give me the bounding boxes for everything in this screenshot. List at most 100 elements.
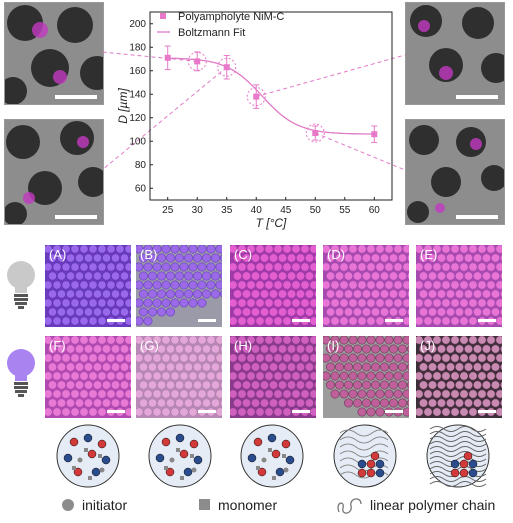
particle (139, 380, 148, 390)
particle (389, 344, 399, 354)
particle (115, 389, 125, 399)
particle (79, 371, 89, 381)
particle (314, 254, 316, 262)
particle (74, 289, 84, 299)
ion-particle (179, 449, 189, 459)
particle (459, 389, 469, 399)
particle (436, 380, 446, 390)
polymer-chain-label: linear polymer chain (370, 497, 496, 513)
monomer-particle (180, 476, 184, 480)
particle (282, 280, 292, 290)
particle (255, 298, 265, 308)
particle (192, 362, 202, 372)
scale-bar (107, 410, 125, 413)
particle (188, 407, 198, 417)
particle (74, 380, 84, 390)
particle (101, 344, 111, 354)
particle (305, 362, 315, 372)
particle (423, 245, 433, 254)
particle (136, 389, 144, 399)
particle (357, 298, 367, 308)
particle (233, 307, 242, 317)
particle (48, 271, 57, 281)
micrograph-top-left-art (5, 3, 103, 104)
particle (495, 371, 502, 381)
particle (296, 398, 306, 408)
ion-particle (468, 468, 478, 478)
particle (500, 381, 502, 389)
ion-particle (189, 439, 199, 449)
particle (74, 398, 84, 408)
particle (88, 245, 98, 254)
particle (88, 371, 98, 381)
particle (129, 345, 131, 353)
particle (79, 336, 89, 345)
particle (323, 245, 331, 254)
particle (183, 380, 193, 390)
particle (300, 262, 310, 272)
particle (246, 316, 256, 326)
particle (436, 398, 446, 408)
particle (45, 389, 53, 399)
particle (407, 308, 409, 316)
ion-particle (375, 459, 385, 469)
particle (57, 398, 66, 408)
particle (233, 289, 242, 299)
particle (197, 298, 207, 308)
particle (115, 280, 125, 290)
data-points (164, 45, 378, 143)
ion-particle (161, 437, 171, 447)
particle (416, 389, 424, 399)
particle (326, 344, 335, 354)
particle (402, 389, 409, 399)
particle (468, 280, 478, 290)
particle (220, 363, 222, 371)
particle (384, 353, 394, 363)
particle (92, 289, 102, 299)
particle (432, 389, 442, 399)
particle (174, 344, 184, 354)
scale-bar (107, 319, 125, 322)
particle (291, 389, 301, 399)
particle (357, 353, 367, 363)
particle (305, 344, 315, 354)
particle (259, 253, 269, 263)
particle (357, 407, 367, 417)
particle (48, 362, 57, 372)
particle (255, 336, 265, 345)
particle (197, 353, 207, 363)
particle (398, 289, 408, 299)
particle (148, 380, 157, 390)
micrograph-tile: (F) (45, 336, 131, 418)
particle (407, 290, 409, 298)
particle (286, 344, 296, 354)
particle (445, 344, 455, 354)
particle (379, 289, 389, 299)
particle (361, 253, 371, 263)
particle (156, 362, 166, 372)
particle (61, 245, 71, 254)
particle (343, 398, 353, 408)
particle (136, 336, 144, 345)
particle (273, 262, 283, 272)
initiator-particle (169, 457, 175, 463)
particle (115, 245, 125, 254)
particle (230, 316, 238, 326)
particle (477, 353, 487, 363)
particle (482, 271, 492, 281)
particle (314, 345, 316, 353)
particle (423, 407, 433, 417)
particle (115, 336, 125, 345)
particle (268, 253, 278, 263)
particle (152, 245, 162, 254)
particle (111, 362, 121, 372)
scale-bar (292, 319, 310, 322)
particle (165, 253, 175, 263)
particle (250, 344, 260, 354)
particle (366, 389, 376, 399)
tile-label: (H) (234, 338, 253, 353)
particle (115, 371, 125, 381)
tile-label: (B) (140, 247, 158, 262)
tile-label: (A) (49, 247, 67, 262)
ion-particle (97, 439, 107, 449)
